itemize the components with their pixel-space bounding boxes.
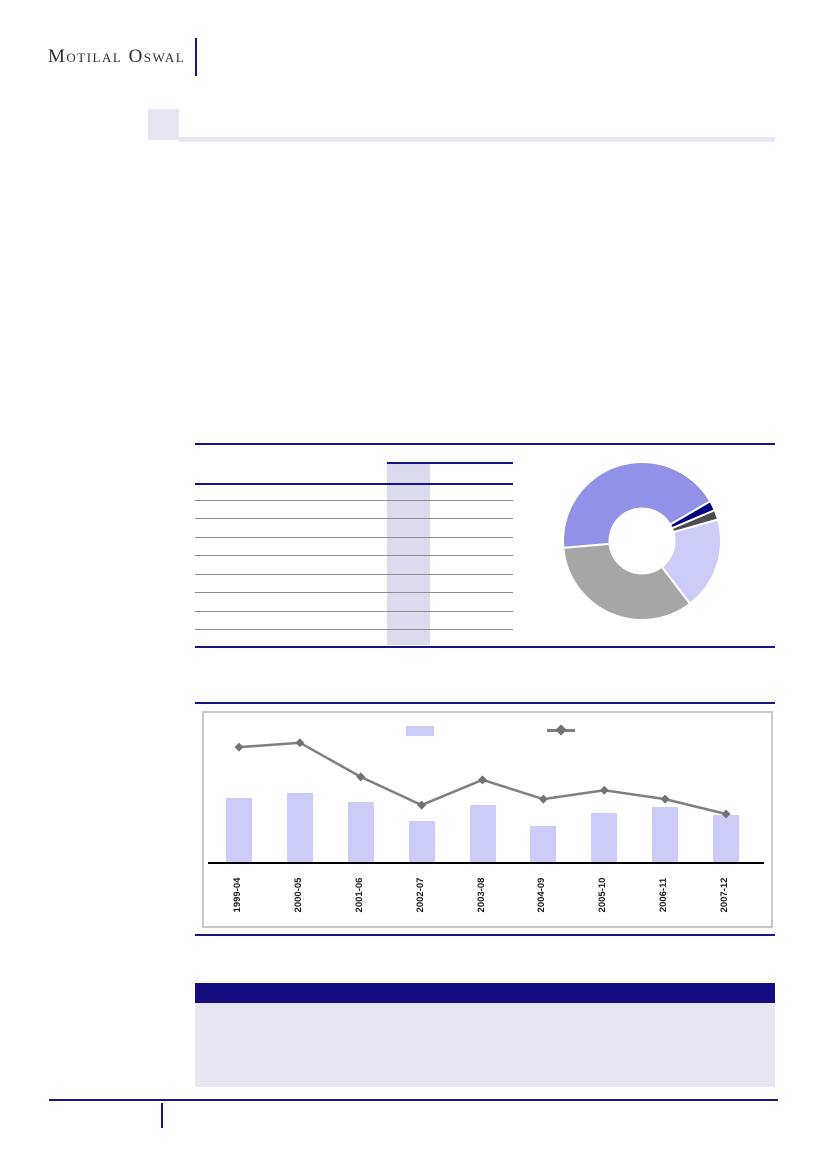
bottom-section-title-bar bbox=[195, 983, 775, 1003]
section-marker-bar bbox=[179, 137, 775, 142]
line-series bbox=[234, 738, 731, 819]
table-highlight-column bbox=[387, 463, 430, 645]
footer-rule bbox=[49, 1099, 778, 1101]
bar-2003-08 bbox=[469, 805, 496, 863]
line-marker-diamond-icon bbox=[478, 775, 487, 785]
bar-2007-12 bbox=[713, 815, 739, 863]
line-marker-diamond-icon bbox=[234, 742, 244, 752]
table-row-rule bbox=[195, 518, 513, 519]
bar-2001-06 bbox=[347, 802, 374, 863]
company-logo: Motilal Oswal bbox=[48, 46, 186, 67]
table-bottom-rule bbox=[195, 646, 775, 648]
table-header-rule-short bbox=[387, 462, 513, 464]
bar-2000-05 bbox=[286, 793, 313, 863]
table-header-rule bbox=[195, 483, 513, 485]
table-row-rule bbox=[195, 536, 513, 538]
bottom-section-box bbox=[195, 1003, 775, 1087]
line-marker-diamond-icon bbox=[417, 800, 427, 810]
line-marker-diamond-icon bbox=[295, 738, 305, 748]
line-marker-diamond-icon bbox=[599, 785, 609, 795]
table-row-rule bbox=[195, 610, 513, 612]
table-top-rule bbox=[195, 443, 775, 445]
table-row-rule bbox=[195, 499, 513, 501]
donut-slice-1 bbox=[562, 461, 712, 549]
bar-2002-07 bbox=[408, 821, 435, 863]
chart-top-rule bbox=[195, 702, 775, 704]
x-axis-line bbox=[208, 862, 764, 864]
line-marker-diamond-icon bbox=[721, 809, 731, 819]
table-row-rule bbox=[195, 573, 513, 575]
bar-1999-04 bbox=[226, 797, 252, 863]
bar-2004-09 bbox=[530, 825, 557, 863]
donut-slice-5 bbox=[562, 542, 692, 621]
chart-bottom-rule bbox=[195, 934, 775, 936]
line-marker-diamond-icon bbox=[538, 794, 548, 804]
logo-divider bbox=[195, 38, 197, 76]
section-marker-square bbox=[148, 109, 179, 140]
footer-divider-tick bbox=[161, 1103, 163, 1128]
donut-chart bbox=[562, 461, 722, 621]
bar-2005-10 bbox=[591, 812, 618, 863]
line-marker-diamond-icon bbox=[660, 794, 670, 804]
legend-bar-swatch bbox=[406, 726, 434, 736]
bar-2006-11 bbox=[652, 806, 679, 863]
line-marker-diamond-icon bbox=[356, 772, 366, 782]
table-row-rule bbox=[195, 629, 513, 630]
table-row-rule bbox=[195, 555, 513, 556]
table-row-rule bbox=[195, 592, 513, 593]
